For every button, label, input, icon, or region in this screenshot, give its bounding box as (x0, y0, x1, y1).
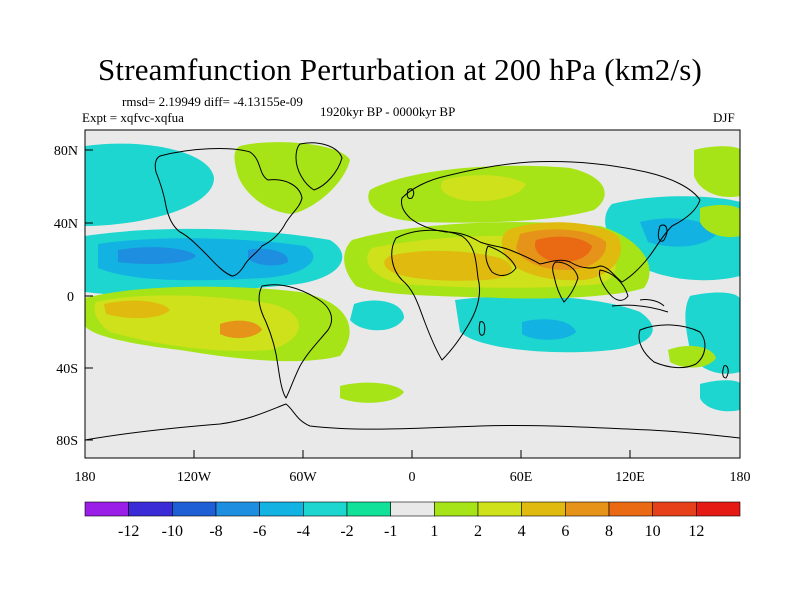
lon-label-180e: 180 (730, 470, 751, 485)
contour-deepblue-carib (248, 248, 289, 266)
colorbar-swatch (521, 501, 566, 517)
coastline-new-zealand (722, 365, 729, 379)
contour-cyan-atlantic (350, 300, 404, 331)
coastline-greenland (295, 142, 343, 191)
colorbar-label: 12 (688, 523, 704, 540)
colorbar-swatch (434, 501, 479, 517)
contour-yellow-eurasia-n (440, 175, 526, 202)
season-label: DJF (713, 110, 735, 125)
colorbar-label: 4 (518, 523, 526, 540)
page-title: Streamfunction Perturbation at 200 hPa (… (97, 52, 703, 87)
contour-orange-pacific-s (220, 320, 262, 339)
coastline-uk (406, 188, 415, 199)
colorbar-label: -2 (340, 523, 353, 540)
contour-deepblue-ncentral (118, 247, 196, 264)
coastline-southeast-asia (599, 269, 629, 301)
contour-redorange-tibet (534, 236, 592, 263)
coastline-arabia (485, 245, 517, 276)
lon-label-0: 0 (409, 470, 416, 485)
colorbar-swatch (652, 501, 697, 517)
colorbar-label: -4 (297, 523, 310, 540)
lat-label-40n: 40N (54, 217, 78, 232)
colorbar-swatch (128, 501, 173, 517)
colorbar-label: -10 (162, 523, 183, 540)
period-label: 1920kyr BP - 0000kyr BP (320, 104, 456, 119)
lat-label-eq: 0 (67, 290, 74, 305)
coastline-indonesia (611, 299, 669, 313)
coastline-japan (657, 224, 668, 242)
colorbar-swatch (259, 501, 304, 517)
colorbar-label: 2 (474, 523, 482, 540)
contour-green-south-atl (340, 382, 404, 403)
contour-cyan-far-south (700, 380, 740, 412)
contour-blue-ind-eq (522, 319, 576, 340)
coastline-layer (85, 142, 740, 441)
lat-label-40s: 40S (56, 362, 78, 377)
colorbar-swatch (565, 501, 610, 517)
stats-text: rmsd= 2.19949 diff= -4.13155e-09 (122, 94, 303, 109)
colorbar-swatch (172, 501, 217, 517)
colorbar-label: -1 (384, 523, 397, 540)
lon-label-60e: 60E (510, 470, 533, 485)
lon-label-180w: 180 (75, 470, 96, 485)
axis-ticks (84, 149, 741, 458)
colorbar-swatch (84, 501, 129, 517)
lon-label-60w: 60W (289, 470, 317, 485)
contour-gold-asia (384, 250, 512, 281)
colorbar-label: -8 (209, 523, 222, 540)
coastline-south-america (258, 284, 332, 399)
experiment-label: Expt = xqfvc-xqfua (82, 110, 184, 125)
latitude-axis: 80N 40N 0 40S 80S (54, 144, 78, 449)
contour-green-greenland (299, 147, 347, 190)
colorbar-label: -6 (253, 523, 266, 540)
coastline-india (552, 261, 579, 303)
colorbar-swatch (477, 501, 522, 517)
colorbar: -12 -10 -8 -6 -4 -2 -1 1 2 4 6 8 10 12 (84, 501, 741, 540)
coastline-madagascar (478, 321, 486, 336)
colorbar-swatch (215, 501, 260, 517)
colorbar-swatch (303, 501, 348, 517)
lon-label-120e: 120E (615, 470, 645, 485)
colorbar-label: -12 (118, 523, 139, 540)
lon-label-120w: 120W (177, 470, 212, 485)
contour-cyan-npacific (85, 143, 214, 226)
contour-green-westpac-2 (700, 204, 740, 238)
colorbar-swatch (608, 501, 653, 517)
coastline-eurasia (401, 160, 701, 283)
coastline-antarctica (85, 403, 740, 441)
coastline-north-america (154, 148, 303, 277)
colorbar-swatch (696, 501, 741, 517)
contour-gold-pacific-s (104, 300, 170, 319)
lat-label-80n: 80N (54, 144, 78, 159)
colorbar-label: 8 (605, 523, 613, 540)
contour-green-westpac (694, 146, 740, 198)
map-panel (84, 129, 741, 459)
contour-fill-layer (85, 142, 740, 412)
lat-label-80s: 80S (56, 434, 78, 449)
colorbar-label: 10 (645, 523, 661, 540)
colorbar-swatch (346, 501, 391, 517)
coastline-africa (391, 229, 481, 361)
colorbar-label: 1 (430, 523, 438, 540)
coastline-australia (638, 324, 706, 369)
longitude-axis: 180 120W 60W 0 60E 120E 180 (75, 470, 751, 485)
colorbar-label: 6 (561, 523, 569, 540)
colorbar-swatch (390, 501, 435, 517)
